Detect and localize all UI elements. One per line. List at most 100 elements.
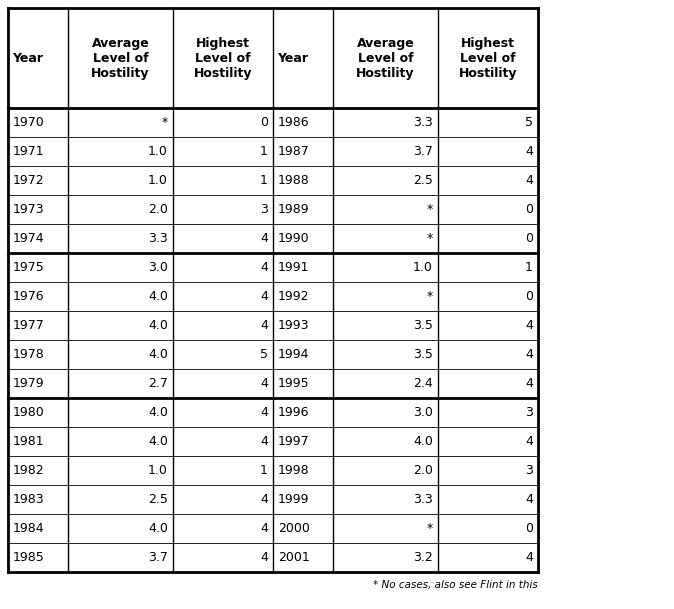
Text: 4.0: 4.0 xyxy=(148,406,168,419)
Text: 3: 3 xyxy=(525,464,533,477)
Text: Year: Year xyxy=(12,52,43,65)
Text: 1987: 1987 xyxy=(278,145,310,158)
Text: 1997: 1997 xyxy=(278,435,309,448)
Text: 4.0: 4.0 xyxy=(148,522,168,535)
Text: 1996: 1996 xyxy=(278,406,309,419)
Text: 1.0: 1.0 xyxy=(148,174,168,187)
Text: 4.0: 4.0 xyxy=(148,348,168,361)
Text: 1976: 1976 xyxy=(13,290,44,303)
Text: 3.3: 3.3 xyxy=(413,493,433,506)
Text: 5: 5 xyxy=(260,348,268,361)
Text: Average
Level of
Hostility: Average Level of Hostility xyxy=(91,37,150,80)
Text: 4: 4 xyxy=(525,174,533,187)
Text: 4.0: 4.0 xyxy=(148,435,168,448)
Text: 1999: 1999 xyxy=(278,493,309,506)
Text: 2.0: 2.0 xyxy=(413,464,433,477)
Text: 1970: 1970 xyxy=(13,116,44,129)
Text: 1982: 1982 xyxy=(13,464,44,477)
Text: 4: 4 xyxy=(525,493,533,506)
Text: 3.0: 3.0 xyxy=(148,261,168,274)
Text: 1983: 1983 xyxy=(13,493,44,506)
Text: 4: 4 xyxy=(260,319,268,332)
Text: 4.0: 4.0 xyxy=(148,319,168,332)
Text: 1981: 1981 xyxy=(13,435,44,448)
Text: *: * xyxy=(427,522,433,535)
Text: 5: 5 xyxy=(525,116,533,129)
Text: 3.2: 3.2 xyxy=(413,551,433,564)
Text: 1984: 1984 xyxy=(13,522,44,535)
Text: 2.4: 2.4 xyxy=(413,377,433,390)
Text: 1995: 1995 xyxy=(278,377,309,390)
Text: 3.7: 3.7 xyxy=(413,145,433,158)
Text: 2.5: 2.5 xyxy=(413,174,433,187)
Text: 4: 4 xyxy=(525,435,533,448)
Text: 0: 0 xyxy=(525,290,533,303)
Text: 1: 1 xyxy=(260,464,268,477)
Text: 1990: 1990 xyxy=(278,232,309,245)
Text: 1986: 1986 xyxy=(278,116,309,129)
Text: 4: 4 xyxy=(525,551,533,564)
Text: 1: 1 xyxy=(260,174,268,187)
Text: Highest
Level of
Hostility: Highest Level of Hostility xyxy=(459,37,517,80)
Text: 4.0: 4.0 xyxy=(148,290,168,303)
Text: 1980: 1980 xyxy=(13,406,44,419)
Text: 1975: 1975 xyxy=(13,261,44,274)
Text: *: * xyxy=(427,232,433,245)
Text: 1: 1 xyxy=(525,261,533,274)
Text: 3.7: 3.7 xyxy=(148,551,168,564)
Text: 0: 0 xyxy=(525,522,533,535)
Text: 1991: 1991 xyxy=(278,261,309,274)
Text: 4: 4 xyxy=(260,551,268,564)
Text: 1.0: 1.0 xyxy=(413,261,433,274)
Text: 1.0: 1.0 xyxy=(148,464,168,477)
Text: 3.0: 3.0 xyxy=(413,406,433,419)
Text: 4: 4 xyxy=(260,377,268,390)
Text: *: * xyxy=(427,203,433,216)
Text: 3.5: 3.5 xyxy=(413,319,433,332)
Text: Average
Level of
Hostility: Average Level of Hostility xyxy=(357,37,415,80)
Text: 1972: 1972 xyxy=(13,174,44,187)
Text: 2.7: 2.7 xyxy=(148,377,168,390)
Text: 4: 4 xyxy=(260,493,268,506)
Text: 1971: 1971 xyxy=(13,145,44,158)
Text: 3.3: 3.3 xyxy=(413,116,433,129)
Text: 4: 4 xyxy=(525,145,533,158)
Text: 2000: 2000 xyxy=(278,522,310,535)
Text: 1978: 1978 xyxy=(13,348,44,361)
Text: 1993: 1993 xyxy=(278,319,309,332)
Text: 1979: 1979 xyxy=(13,377,44,390)
Text: 1994: 1994 xyxy=(278,348,309,361)
Text: 1: 1 xyxy=(260,145,268,158)
Text: 4: 4 xyxy=(525,348,533,361)
Text: 1974: 1974 xyxy=(13,232,44,245)
Text: 4: 4 xyxy=(260,435,268,448)
Text: *: * xyxy=(162,116,168,129)
Text: Year: Year xyxy=(277,52,308,65)
Text: 4: 4 xyxy=(260,406,268,419)
Text: 2.0: 2.0 xyxy=(148,203,168,216)
Text: 1989: 1989 xyxy=(278,203,309,216)
Text: 1973: 1973 xyxy=(13,203,44,216)
Text: 1998: 1998 xyxy=(278,464,309,477)
Text: 2.5: 2.5 xyxy=(148,493,168,506)
Text: 1977: 1977 xyxy=(13,319,44,332)
Text: * No cases, also see Flint in this: * No cases, also see Flint in this xyxy=(373,580,538,590)
Text: *: * xyxy=(427,290,433,303)
Text: 4.0: 4.0 xyxy=(413,435,433,448)
Text: 4: 4 xyxy=(260,261,268,274)
Text: 3: 3 xyxy=(525,406,533,419)
Text: 2001: 2001 xyxy=(278,551,310,564)
Text: 3.3: 3.3 xyxy=(148,232,168,245)
Text: 1992: 1992 xyxy=(278,290,309,303)
Text: 0: 0 xyxy=(525,232,533,245)
Text: Highest
Level of
Hostility: Highest Level of Hostility xyxy=(193,37,252,80)
Text: 1988: 1988 xyxy=(278,174,310,187)
Text: 0: 0 xyxy=(260,116,268,129)
Text: 4: 4 xyxy=(260,290,268,303)
Text: 3.5: 3.5 xyxy=(413,348,433,361)
Text: 1.0: 1.0 xyxy=(148,145,168,158)
Text: 4: 4 xyxy=(260,522,268,535)
Text: 4: 4 xyxy=(525,377,533,390)
Text: 3: 3 xyxy=(260,203,268,216)
Text: 1985: 1985 xyxy=(13,551,44,564)
